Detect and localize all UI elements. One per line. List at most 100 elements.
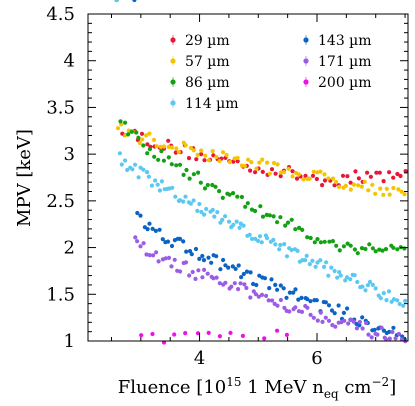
data-point <box>352 247 357 252</box>
data-point <box>264 236 270 241</box>
data-point <box>236 263 241 268</box>
data-point <box>275 162 280 167</box>
data-point <box>387 329 392 334</box>
data-point <box>174 163 179 168</box>
data-point <box>368 174 373 179</box>
data-point <box>231 191 236 196</box>
data-point <box>139 131 145 136</box>
data-point <box>375 332 380 337</box>
data-point <box>373 286 378 291</box>
data-point <box>217 334 222 339</box>
data-point <box>391 175 396 180</box>
data-point <box>366 188 371 193</box>
data-point <box>269 167 275 172</box>
data-point <box>210 182 215 188</box>
data-point <box>259 292 265 297</box>
xtick-label: 6 <box>311 348 322 369</box>
data-point <box>323 300 328 305</box>
data-point <box>156 157 161 162</box>
data-point <box>278 242 283 248</box>
data-point <box>296 172 301 177</box>
data-point <box>308 235 313 241</box>
data-point <box>193 246 199 252</box>
data-point <box>151 137 157 142</box>
data-point <box>206 158 211 163</box>
data-point <box>169 145 175 150</box>
data-point <box>213 184 218 189</box>
data-point <box>188 145 193 151</box>
data-point <box>260 169 265 174</box>
data-point <box>214 154 219 160</box>
data-point <box>245 201 250 206</box>
data-point <box>203 153 208 158</box>
data-point <box>340 173 346 178</box>
data-point <box>177 198 183 203</box>
data-point <box>115 126 121 131</box>
data-point <box>399 189 404 194</box>
data-point <box>373 249 378 254</box>
data-point <box>355 251 360 256</box>
data-point <box>323 315 328 320</box>
data-point <box>202 212 207 217</box>
data-point <box>166 155 171 160</box>
data-point <box>118 119 123 124</box>
data-point <box>390 329 395 335</box>
data-point <box>205 271 210 276</box>
data-point <box>133 162 138 167</box>
data-point <box>262 336 267 341</box>
data-point <box>188 201 193 206</box>
data-point <box>278 297 283 303</box>
data-point <box>248 295 253 300</box>
data-point <box>363 288 368 293</box>
data-point <box>299 309 305 314</box>
data-point <box>310 173 316 178</box>
data-point <box>395 247 400 252</box>
data-point <box>336 184 342 189</box>
data-point <box>290 174 295 179</box>
data-point <box>357 323 362 328</box>
data-point <box>275 220 280 225</box>
data-point <box>244 285 249 291</box>
data-point <box>314 298 319 303</box>
data-point <box>367 279 373 284</box>
data-point <box>282 242 287 247</box>
data-point <box>195 331 201 336</box>
data-point <box>403 169 408 174</box>
data-point <box>303 173 308 178</box>
data-point <box>267 286 272 291</box>
data-point <box>383 337 389 342</box>
data-point <box>387 192 392 197</box>
data-point <box>395 171 400 177</box>
data-point <box>149 183 154 188</box>
data-point <box>380 248 385 253</box>
data-point <box>353 169 358 174</box>
data-point <box>119 162 124 167</box>
data-point <box>232 281 237 286</box>
data-point <box>318 310 323 315</box>
data-point <box>236 287 241 292</box>
data-point <box>234 219 239 224</box>
data-point <box>242 282 247 287</box>
data-point <box>145 142 150 147</box>
plot-frame <box>87 13 409 342</box>
data-point <box>315 237 320 242</box>
data-point <box>379 325 384 330</box>
data-point <box>199 152 204 157</box>
data-point <box>362 179 367 184</box>
data-point <box>370 246 375 251</box>
data-point <box>324 260 329 265</box>
data-point <box>230 264 235 269</box>
data-point <box>348 187 353 192</box>
data-point <box>330 176 336 181</box>
data-point <box>320 183 325 188</box>
data-point <box>341 244 346 249</box>
data-point <box>348 277 353 282</box>
data-point <box>374 170 379 175</box>
data-point <box>183 143 188 148</box>
legend-label: 200 µm <box>318 75 372 91</box>
legend-label: 171 µm <box>318 54 372 70</box>
data-point <box>165 239 171 244</box>
data-point <box>337 248 342 253</box>
data-point <box>239 194 244 200</box>
data-point <box>351 319 356 324</box>
